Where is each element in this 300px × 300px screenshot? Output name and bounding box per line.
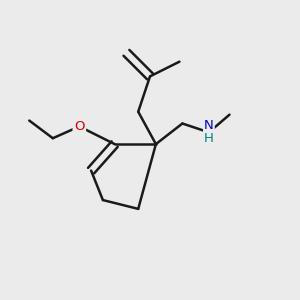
Text: N: N (204, 119, 214, 132)
Text: H: H (204, 132, 214, 145)
Text: O: O (74, 120, 85, 133)
